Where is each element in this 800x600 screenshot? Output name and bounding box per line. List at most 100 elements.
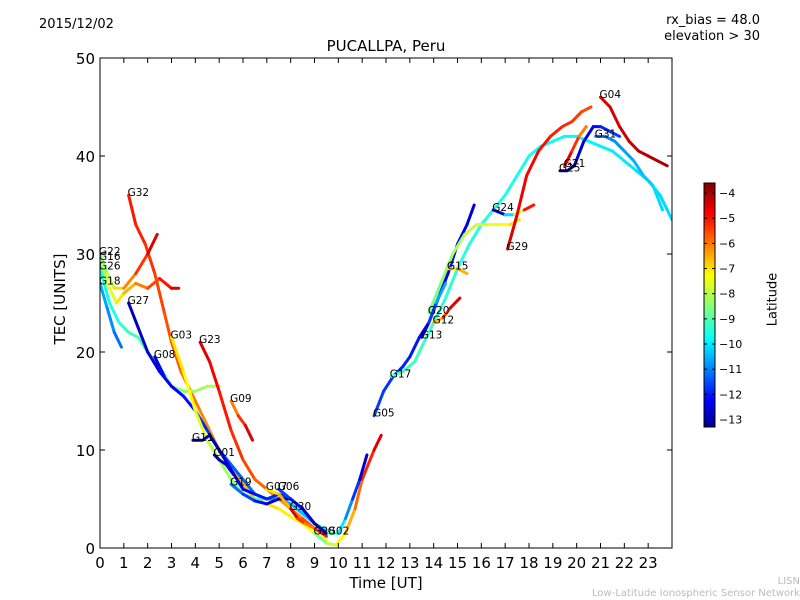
x-tick-label: 10 (329, 554, 348, 572)
series-segment (434, 281, 448, 305)
satellite-label-G32: G32 (128, 187, 150, 199)
colorbar-tick-label: −12 (719, 388, 742, 401)
series-G09 (229, 399, 255, 442)
series-segment (105, 306, 116, 334)
series-segment (389, 370, 405, 378)
series-segment (241, 477, 257, 496)
elevation-annotation: elevation > 30 (664, 29, 760, 44)
series-segment (243, 424, 255, 442)
series-G28 (313, 433, 383, 547)
series-segment (658, 193, 672, 222)
y-tick-label: 20 (76, 344, 95, 362)
series-segment (122, 272, 138, 290)
series-segment (146, 232, 159, 256)
series-segment (577, 125, 588, 138)
series-segment (301, 507, 316, 525)
series-G15 (446, 267, 469, 276)
rx-bias-annotation: rx_bias = 48.0 (666, 13, 760, 28)
satellite-label-G07: G07 (266, 481, 288, 493)
series-segment (515, 154, 531, 178)
series-segment (170, 340, 183, 374)
series-segment (420, 321, 431, 339)
series-segment (506, 213, 519, 251)
x-ticks: 0 1 2 3 4 5 6 7 8 9 10 11 12 13 14 15 16 17 18 19 20 21 22 23 (95, 58, 658, 572)
series-segment (112, 330, 123, 349)
series-segment (491, 193, 507, 212)
x-tick-label: 22 (615, 554, 634, 572)
colorbar-tick-label: −10 (719, 338, 742, 351)
series-segment (189, 389, 202, 413)
series-segment (456, 242, 471, 271)
series-segment (122, 281, 138, 295)
lisn-short-label: LISN (777, 576, 800, 587)
series-segment (572, 139, 586, 168)
date-label: 2015/12/02 (39, 17, 114, 32)
x-tick-label: 19 (543, 554, 562, 572)
series-segment (336, 517, 347, 535)
x-tick-label: 0 (95, 554, 105, 572)
series-segment (515, 174, 529, 217)
satellite-label-G03: G03 (171, 329, 193, 341)
satellite-label-G20: G20 (428, 305, 450, 317)
series-segment (241, 492, 257, 503)
series-segment (622, 149, 636, 163)
series-segment (637, 149, 650, 158)
series-segment (289, 515, 305, 525)
x-tick-label: 16 (472, 554, 491, 572)
series-segment (582, 125, 595, 143)
x-tick-label: 3 (167, 554, 177, 572)
series-segment (217, 458, 233, 481)
series-segment (301, 522, 316, 535)
series-segment (537, 134, 552, 153)
series-G29 (506, 105, 593, 251)
series-G16 (100, 257, 181, 305)
series-segment (143, 242, 157, 276)
satellite-label-G15: G15 (447, 261, 469, 273)
series-segment (608, 130, 622, 138)
x-tick-label: 13 (400, 554, 419, 572)
series-segment (408, 335, 421, 359)
series-segment (351, 477, 362, 501)
series-segment (467, 223, 483, 246)
series-segment (105, 272, 116, 290)
series-segment (253, 477, 269, 491)
series-segment (289, 497, 305, 511)
satellite-label-G01: G01 (213, 447, 235, 459)
series-segment (570, 110, 583, 124)
series-segment (608, 105, 622, 129)
x-tick-label: 20 (567, 554, 586, 572)
series-segment (401, 360, 417, 374)
series-segment (229, 482, 245, 496)
x-tick-label: 15 (448, 554, 467, 572)
satellite-label-G12: G12 (433, 315, 455, 327)
series-segment (641, 174, 655, 187)
series-segment (651, 183, 664, 212)
x-tick-label: 5 (214, 554, 224, 572)
series-segment (193, 384, 209, 393)
series-segment (656, 159, 669, 168)
series-G22 (100, 232, 159, 290)
series-G02 (327, 453, 369, 535)
series-segment (100, 252, 109, 276)
series-segment (289, 502, 305, 516)
series-segment (372, 433, 383, 452)
series-segment (265, 487, 281, 496)
series-segment (525, 149, 541, 178)
series-G12 (432, 296, 462, 325)
series-segment (353, 477, 364, 511)
x-tick-label: 17 (496, 554, 515, 572)
series-segment (289, 507, 300, 521)
satellite-label-G21: G21 (564, 158, 586, 170)
series-G06 (277, 487, 328, 535)
series-segment (158, 365, 166, 378)
y-ticks: 0 10 20 30 40 50 (76, 50, 672, 558)
series-segment (265, 492, 281, 501)
series-segment (360, 448, 376, 481)
series-segment (465, 203, 476, 227)
satellite-label-G08: G08 (154, 349, 176, 361)
x-tick-label: 6 (238, 554, 248, 572)
x-axis-label: Time [UT] (349, 574, 423, 592)
satellite-label-G04: G04 (600, 89, 622, 101)
colorbar-tick-label: −5 (719, 212, 735, 225)
series-segment (208, 360, 221, 393)
